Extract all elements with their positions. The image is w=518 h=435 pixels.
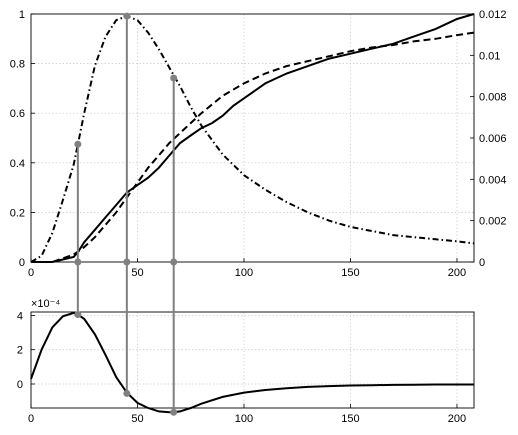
top-plot: 0 50 100 150 200 0 0.2 0.4 0.6 0.8 1 0 0.002 0.004 0.0… [10, 9, 507, 279]
top-y2-tick-label: 0.006 [479, 133, 507, 145]
top-y-tick-label: 0.2 [10, 207, 25, 219]
bottom-plot-frame [30, 311, 475, 409]
top-x-tick-label: 100 [235, 267, 253, 279]
top-series-dashed [31, 31, 475, 263]
bottom-x-tick-label: 50 [131, 413, 143, 425]
marker-base-point [170, 258, 178, 266]
top-x-tick-label: 200 [448, 267, 466, 279]
top-y2-tick-label: 0.01 [479, 50, 500, 62]
top-x-tick-label: 50 [131, 267, 143, 279]
top-y2-tick-label: 0.004 [479, 174, 507, 186]
top-x-tick-label: 0 [28, 267, 34, 279]
top-y2-tick-label: 0.008 [479, 92, 507, 104]
top-y2-tick-label: 0.012 [479, 9, 507, 21]
bottom-plot: 0 50 100 150 200 0 2 4 [17, 310, 475, 425]
bottom-y-tick-label: 0 [17, 379, 23, 391]
top-y2-tick-label: 0.002 [479, 216, 507, 228]
exponent-label: ×10⁻⁴ [31, 298, 60, 310]
top-series-dash-dot [30, 15, 475, 263]
top-plot-frame [30, 13, 475, 263]
marker-top-point [123, 12, 131, 20]
bottom-series-solid [30, 311, 474, 414]
bottom-x-tick-label: 100 [235, 413, 253, 425]
top-y-tick-label: 0.4 [10, 158, 25, 170]
marker-base-point [123, 258, 131, 266]
top-y-tick-label: 0.8 [10, 59, 25, 71]
top-series-solid [31, 13, 475, 263]
bottom-x-tick-label: 150 [341, 413, 359, 425]
bottom-x-tick-label: 0 [28, 413, 34, 425]
marker-top-point [74, 140, 82, 148]
marker-bottom-point [170, 408, 178, 416]
top-y-tick-label: 0 [19, 257, 25, 269]
marker-top-point [170, 74, 178, 82]
bottom-x-tick-label: 200 [448, 413, 466, 425]
top-y-tick-label: 0.6 [10, 108, 25, 120]
top-x-tick-label: 150 [341, 267, 359, 279]
marker-group [74, 12, 178, 416]
marker-bottom-point [74, 311, 82, 319]
bottom-y-tick-label: 2 [17, 345, 23, 357]
top-y-tick-label: 1 [19, 9, 25, 21]
marker-base-point [74, 258, 82, 266]
bottom-y-tick-label: 4 [17, 310, 23, 322]
marker-bottom-point [123, 389, 131, 397]
top-y2-tick-label: 0 [479, 257, 485, 269]
